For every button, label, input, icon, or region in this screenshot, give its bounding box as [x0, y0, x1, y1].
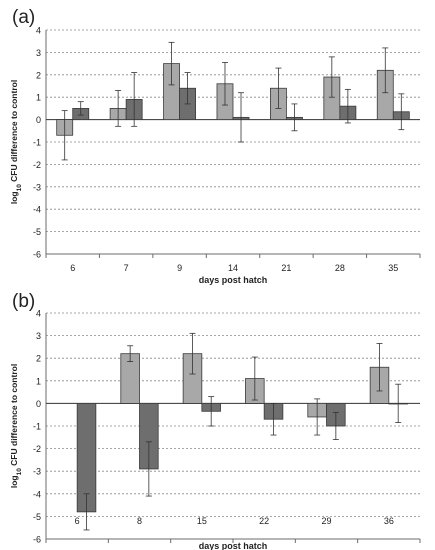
x-tick-label: 6 — [70, 263, 75, 273]
y-tick-label: -4 — [33, 489, 41, 499]
x-tick-label: 14 — [228, 263, 238, 273]
x-tick-label: 6 — [75, 516, 80, 526]
x-tick-label: 21 — [281, 263, 291, 273]
y-tick-label: -1 — [33, 138, 41, 148]
x-axis-label: days post hatch — [199, 275, 268, 285]
y-tick-label: 1 — [36, 93, 41, 103]
x-tick-label: 9 — [177, 263, 182, 273]
y-tick-label: 1 — [36, 376, 41, 386]
y-tick-label: -6 — [33, 250, 41, 260]
x-tick-label: 22 — [259, 516, 269, 526]
y-tick-label: 4 — [36, 26, 41, 36]
x-axis-label: days post hatch — [199, 541, 268, 550]
panel-label: (b) — [12, 291, 35, 312]
y-tick-label: -1 — [33, 422, 41, 432]
y-tick-label: -3 — [33, 182, 41, 192]
panel-label: (a) — [12, 7, 35, 28]
y-axis-label-prefix: log — [9, 191, 19, 204]
x-tick-label: 8 — [137, 516, 142, 526]
y-axis-label: log10 CFU difference to control — [9, 364, 23, 488]
y-tick-label: 4 — [36, 309, 41, 319]
y-tick-label: -2 — [33, 444, 41, 454]
x-tick-label: 7 — [124, 263, 129, 273]
y-tick-label: 2 — [36, 354, 41, 364]
x-tick-label: 28 — [335, 263, 345, 273]
y-tick-label: -2 — [33, 160, 41, 170]
y-tick-label: -4 — [33, 205, 41, 215]
y-axis-label-prefix: log — [9, 475, 19, 488]
y-tick-label: 3 — [36, 48, 41, 58]
y-axis-label-subscript: 10 — [16, 468, 23, 476]
y-tick-label: 2 — [36, 70, 41, 80]
x-tick-label: 35 — [388, 263, 398, 273]
y-axis-label-subscript: 10 — [16, 184, 23, 192]
y-tick-label: -6 — [33, 535, 41, 545]
y-axis-label: log10 CFU difference to control — [9, 80, 23, 204]
x-tick-label: 29 — [321, 516, 331, 526]
y-tick-label: 3 — [36, 331, 41, 341]
x-tick-label: 15 — [197, 516, 207, 526]
y-tick-label: 0 — [36, 115, 41, 125]
x-tick-label: 36 — [384, 516, 394, 526]
y-tick-label: 0 — [36, 399, 41, 409]
y-tick-label: -5 — [33, 227, 41, 237]
y-tick-label: -3 — [33, 467, 41, 477]
y-axis-label-suffix: CFU difference to control — [9, 364, 19, 468]
y-axis-label-suffix: CFU difference to control — [9, 80, 19, 184]
y-tick-label: -5 — [33, 512, 41, 522]
